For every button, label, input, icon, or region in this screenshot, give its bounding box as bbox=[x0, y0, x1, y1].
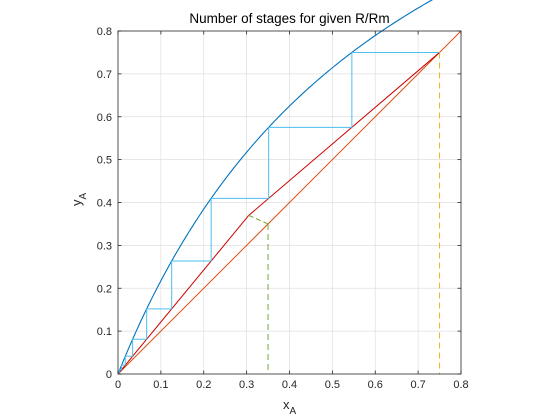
chart-title: Number of stages for given R/Rm bbox=[189, 11, 389, 26]
x-axis-label-sub: A bbox=[290, 406, 297, 417]
y-tick-label: 0.2 bbox=[97, 283, 112, 295]
feed-line bbox=[248, 214, 269, 225]
x-axis-label: xA bbox=[283, 397, 297, 417]
diagonal-line bbox=[117, 30, 462, 375]
y-axis-label-sub: A bbox=[78, 193, 89, 200]
y-tick-label: 0.4 bbox=[97, 198, 112, 210]
x-tick-label: 0.1 bbox=[153, 379, 168, 391]
ticks: 0 0.1 0.2 0.3 0.4 0.5 0.6 0.7 0.8 0 0.1 0.2 0.3 0.4 0.… bbox=[97, 26, 469, 391]
stripping-operating-line bbox=[117, 215, 250, 375]
x-tick-label: 0.6 bbox=[368, 379, 383, 391]
x-tick-label: 0.4 bbox=[282, 379, 297, 391]
series-group bbox=[117, 0, 462, 375]
y-tick-label: 0 bbox=[106, 369, 112, 381]
x-tick-label: 0.7 bbox=[410, 379, 425, 391]
y-tick-label: 0.5 bbox=[97, 155, 112, 167]
y-tick-label: 0.7 bbox=[97, 69, 112, 81]
y-axis-label-main: y bbox=[69, 199, 84, 206]
y-tick-label: 0.1 bbox=[97, 326, 112, 338]
x-tick-label: 0.3 bbox=[239, 379, 254, 391]
x-tick-label: 0 bbox=[115, 379, 121, 391]
x-tick-label: 0.8 bbox=[453, 379, 468, 391]
x-tick-label: 0.5 bbox=[325, 379, 340, 391]
y-tick-label: 0.8 bbox=[97, 26, 112, 38]
x-tick-label: 0.2 bbox=[196, 379, 211, 391]
y-tick-label: 0.3 bbox=[97, 240, 112, 252]
rectifying-operating-line bbox=[248, 52, 440, 216]
equilibrium-curve bbox=[117, 0, 433, 375]
y-axis-label: yA bbox=[69, 193, 89, 207]
x-axis-label-main: x bbox=[283, 397, 290, 412]
y-tick-label: 0.6 bbox=[97, 112, 112, 124]
